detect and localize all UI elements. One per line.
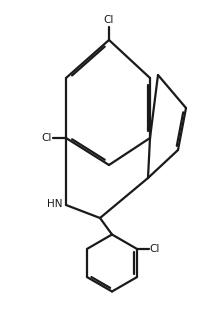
Text: HN: HN [48,199,63,209]
Text: Cl: Cl [42,133,52,143]
Text: Cl: Cl [150,244,160,254]
Text: Cl: Cl [104,15,114,25]
